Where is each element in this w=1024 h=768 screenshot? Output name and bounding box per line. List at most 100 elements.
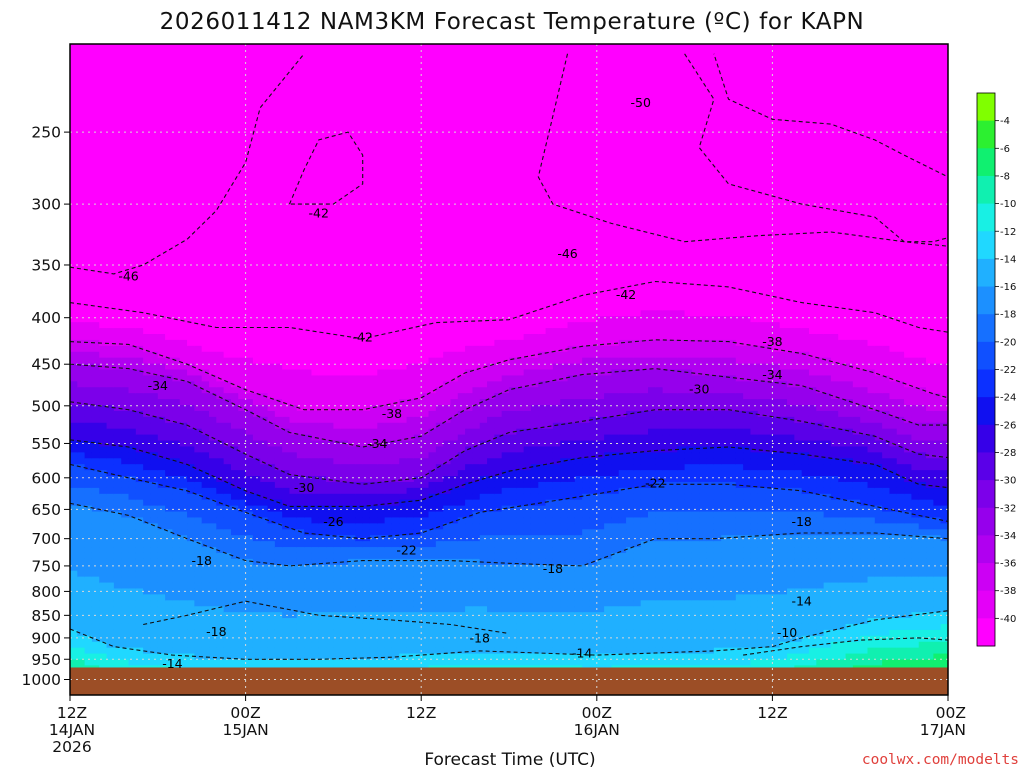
temperature-fill-cell [326, 393, 335, 400]
temperature-fill-cell [194, 422, 203, 430]
temperature-fill-cell [260, 55, 269, 63]
temperature-fill-cell [223, 245, 232, 252]
temperature-fill-cell [209, 227, 218, 235]
temperature-fill-cell [91, 186, 101, 193]
temperature-fill-cell [70, 517, 79, 525]
temperature-fill-cell [223, 186, 232, 193]
temperature-fill-cell [187, 476, 196, 483]
temperature-fill-cell [84, 168, 93, 175]
temperature-fill-cell [172, 511, 181, 519]
temperature-fill-cell [113, 487, 123, 495]
temperature-fill-cell [391, 109, 401, 116]
temperature-fill-cell [260, 138, 269, 146]
temperature-fill-cell [99, 499, 108, 507]
temperature-fill-cell [274, 659, 283, 667]
temperature-fill-cell [274, 186, 283, 193]
temperature-fill-cell [121, 470, 130, 477]
temperature-fill-cell [311, 126, 320, 134]
temperature-fill-cell [333, 203, 342, 211]
temperature-fill-cell [274, 298, 283, 306]
temperature-fill-cell [377, 97, 386, 104]
temperature-fill-cell [223, 144, 232, 152]
temperature-fill-cell [157, 511, 166, 519]
temperature-fill-cell [377, 257, 386, 264]
temperature-fill-cell [318, 109, 327, 116]
temperature-fill-cell [99, 458, 108, 465]
temperature-fill-cell [355, 416, 364, 424]
temperature-fill-cell [238, 67, 247, 75]
temperature-fill-cell [194, 452, 203, 460]
temperature-fill-cell [77, 440, 86, 448]
temperature-fill-cell [311, 333, 320, 341]
temperature-fill-cell [172, 144, 181, 152]
temperature-fill-cell [187, 162, 196, 170]
temperature-fill-cell [245, 304, 254, 312]
temperature-fill-cell [230, 67, 240, 75]
temperature-fill-cell [260, 304, 269, 312]
temperature-fill-cell [348, 138, 357, 146]
temperature-fill-cell [106, 564, 115, 572]
temperature-fill-cell [84, 387, 93, 394]
temperature-fill-cell [384, 339, 393, 347]
temperature-fill-cell [340, 191, 349, 199]
temperature-fill-cell [216, 552, 225, 560]
temperature-fill-cell [282, 286, 291, 294]
temperature-fill-cell [209, 641, 218, 649]
temperature-fill-cell [201, 91, 210, 99]
temperature-fill-cell [70, 333, 79, 341]
temperature-fill-cell [326, 191, 335, 199]
temperature-fill-cell [187, 221, 196, 229]
temperature-fill-cell [369, 588, 379, 596]
temperature-fill-cell [91, 422, 101, 430]
temperature-fill-cell [187, 168, 196, 175]
temperature-fill-cell [399, 180, 408, 187]
temperature-fill-cell [113, 85, 123, 93]
temperature-fill-cell [267, 428, 276, 436]
temperature-fill-cell [223, 298, 232, 306]
temperature-fill-cell [282, 458, 291, 465]
temperature-fill-cell [128, 606, 137, 613]
temperature-fill-cell [106, 558, 115, 566]
temperature-fill-cell [77, 623, 86, 631]
temperature-fill-cell [135, 292, 144, 300]
temperature-fill-cell [179, 44, 188, 51]
temperature-fill-cell [84, 180, 93, 187]
temperature-fill-cell [157, 422, 166, 430]
temperature-fill-cell [333, 150, 342, 158]
temperature-fill-cell [289, 138, 298, 146]
temperature-fill-cell [362, 115, 371, 122]
temperature-fill-cell [282, 493, 291, 501]
temperature-fill-cell [282, 156, 291, 164]
temperature-fill-cell [84, 517, 93, 525]
temperature-fill-cell [355, 109, 364, 116]
temperature-fill-cell [289, 109, 298, 116]
temperature-fill-cell [172, 535, 181, 542]
temperature-fill-cell [369, 292, 379, 300]
temperature-fill-cell [194, 304, 203, 312]
temperature-fill-cell [84, 523, 93, 531]
temperature-fill-cell [355, 564, 364, 572]
temperature-fill-cell [311, 197, 320, 205]
temperature-fill-cell [84, 191, 93, 199]
temperature-fill-cell [238, 209, 247, 217]
temperature-fill-cell [209, 470, 218, 477]
temperature-fill-cell [121, 138, 130, 146]
temperature-fill-cell [230, 61, 240, 69]
temperature-fill-cell [333, 558, 342, 566]
temperature-fill-cell [369, 399, 379, 406]
temperature-fill-cell [113, 535, 123, 542]
temperature-fill-cell [377, 168, 386, 175]
temperature-fill-cell [77, 434, 86, 442]
temperature-fill-cell [296, 558, 305, 566]
temperature-fill-cell [267, 511, 276, 519]
temperature-fill-cell [179, 191, 188, 199]
temperature-fill-cell [311, 440, 320, 448]
temperature-fill-cell [135, 446, 144, 454]
temperature-fill-cell [84, 73, 93, 81]
temperature-fill-cell [128, 535, 137, 542]
temperature-fill-cell [216, 582, 225, 590]
temperature-fill-cell [84, 280, 93, 288]
temperature-fill-cell [113, 363, 123, 371]
temperature-fill-cell [362, 162, 371, 170]
temperature-fill-cell [369, 180, 379, 187]
